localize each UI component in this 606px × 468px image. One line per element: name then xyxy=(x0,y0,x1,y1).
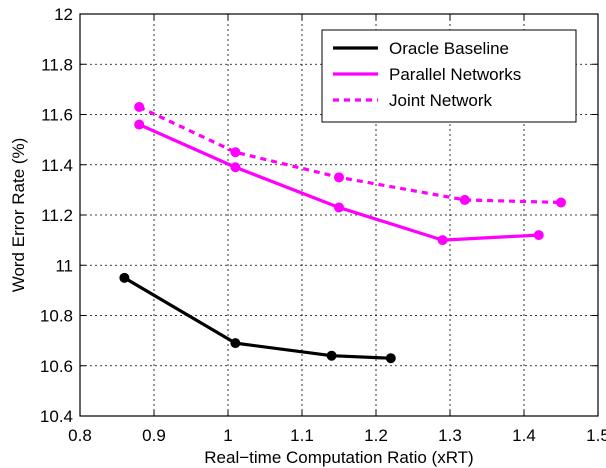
y-tick-label: 10.4 xyxy=(40,407,73,426)
y-axis: 10.4 10.6 10.8 11 11.2 11.4 11.6 11.8 12 xyxy=(40,5,598,426)
y-tick-label: 12 xyxy=(54,5,73,24)
legend-label: Parallel Networks xyxy=(389,65,521,84)
x-tick-label: 1.4 xyxy=(512,426,536,445)
x-tick-label: 1 xyxy=(223,426,232,445)
data-point xyxy=(230,162,241,173)
legend-label: Oracle Baseline xyxy=(389,39,509,58)
data-point xyxy=(134,101,145,112)
y-tick-label: 11.4 xyxy=(41,156,73,175)
series-group xyxy=(119,101,566,364)
series-oracle-baseline xyxy=(119,272,396,364)
x-tick-label: 1.2 xyxy=(364,426,388,445)
data-point xyxy=(334,172,344,183)
legend-item-parallel-networks: Parallel Networks xyxy=(333,65,521,84)
series-joint-network xyxy=(134,101,566,208)
data-point xyxy=(334,202,344,213)
data-point xyxy=(134,119,145,130)
data-point xyxy=(459,194,470,205)
x-tick-label: 0.9 xyxy=(142,426,166,445)
x-tick-label: 1.3 xyxy=(438,426,462,445)
legend: Oracle Baseline Parallel Networks Joint Ne… xyxy=(321,29,577,123)
y-axis-label: Word Error Rate (%) xyxy=(9,138,28,293)
y-tick-label: 11.6 xyxy=(41,106,73,125)
x-tick-label: 1.1 xyxy=(290,426,314,445)
data-point xyxy=(385,353,396,364)
y-tick-label: 11 xyxy=(55,256,73,275)
y-tick-label: 10.8 xyxy=(40,307,73,326)
y-tick-label: 10.6 xyxy=(40,357,73,376)
legend-label: Joint Network xyxy=(389,91,492,110)
x-tick-label: 0.8 xyxy=(68,426,92,445)
series-parallel-networks xyxy=(134,119,544,246)
legend-item-joint-network: Joint Network xyxy=(333,91,492,110)
data-point xyxy=(437,235,448,246)
series-line-parallel-networks xyxy=(138,123,539,242)
data-point xyxy=(326,350,337,361)
x-axis-label: Real−time Computation Ratio (xRT) xyxy=(204,448,473,467)
data-point xyxy=(230,338,241,349)
data-point xyxy=(230,147,241,158)
legend-box xyxy=(321,29,577,123)
x-tick-label: 1.5 xyxy=(586,426,606,445)
data-point xyxy=(119,272,130,283)
data-point xyxy=(556,197,566,208)
x-axis: 0.8 0.9 1 1.1 1.2 1.3 1.4 1.5 xyxy=(68,14,606,445)
series-line-oracle-baseline xyxy=(123,276,391,360)
y-tick-label: 11.8 xyxy=(41,55,73,74)
legend-item-oracle-baseline: Oracle Baseline xyxy=(333,39,509,58)
y-tick-label: 11.2 xyxy=(41,206,73,225)
data-point xyxy=(533,230,544,241)
